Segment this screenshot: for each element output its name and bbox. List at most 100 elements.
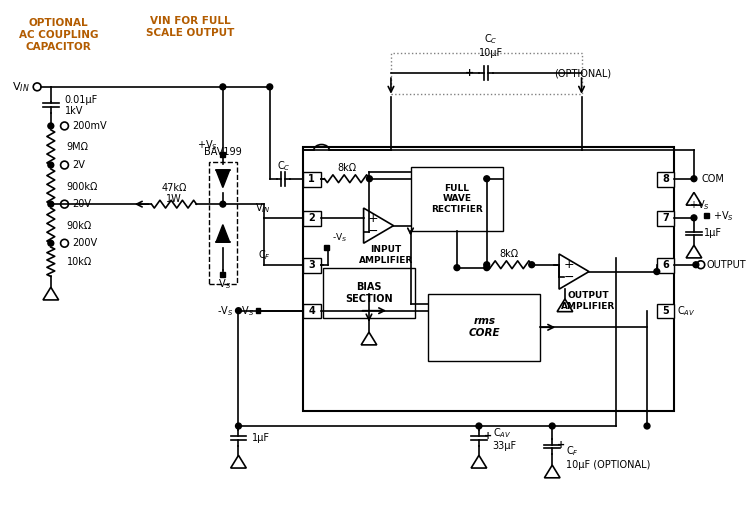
- Polygon shape: [544, 465, 560, 478]
- Text: -V$_S$: -V$_S$: [214, 277, 231, 291]
- Polygon shape: [559, 254, 589, 289]
- Text: C$_F$
10μF (OPTIONAL): C$_F$ 10μF (OPTIONAL): [566, 445, 650, 470]
- Text: 900kΩ: 900kΩ: [67, 182, 98, 192]
- Text: C$_C$
10μF: C$_C$ 10μF: [478, 32, 502, 57]
- Text: 0.01μF
1kV: 0.01μF 1kV: [64, 95, 98, 116]
- Text: C$_C$: C$_C$: [277, 159, 290, 173]
- Polygon shape: [686, 245, 702, 258]
- Circle shape: [48, 201, 54, 207]
- Text: -V$_S$: -V$_S$: [332, 231, 348, 244]
- Polygon shape: [364, 208, 394, 243]
- Bar: [220, 272, 225, 277]
- Text: 1μF: 1μF: [704, 229, 722, 238]
- Text: 6: 6: [662, 260, 669, 270]
- Text: COM: COM: [702, 174, 724, 184]
- Text: 1μF: 1μF: [252, 433, 270, 443]
- Text: +: +: [464, 68, 474, 78]
- Bar: [220, 152, 225, 157]
- Circle shape: [48, 162, 54, 168]
- Text: (OPTIONAL): (OPTIONAL): [554, 68, 611, 78]
- Bar: [391, 53, 581, 94]
- Bar: [410, 167, 503, 231]
- Circle shape: [484, 262, 490, 268]
- Bar: [303, 211, 320, 226]
- Bar: [324, 245, 329, 249]
- Circle shape: [236, 423, 242, 429]
- Text: 200V: 200V: [72, 238, 98, 248]
- Text: 90kΩ: 90kΩ: [67, 221, 92, 231]
- Text: 2V: 2V: [72, 160, 86, 170]
- Text: BAV199: BAV199: [204, 147, 242, 157]
- Text: VIN FOR FULL
SCALE OUTPUT: VIN FOR FULL SCALE OUTPUT: [146, 16, 235, 38]
- Polygon shape: [216, 225, 229, 242]
- Bar: [657, 172, 674, 187]
- Text: +: +: [557, 440, 566, 450]
- Text: 200mV: 200mV: [72, 121, 107, 131]
- Text: +V$_S$: +V$_S$: [689, 198, 710, 212]
- Text: −: −: [563, 271, 574, 284]
- Circle shape: [476, 423, 482, 429]
- Text: 7: 7: [662, 213, 669, 223]
- Text: C$_F$: C$_F$: [258, 248, 271, 262]
- Circle shape: [549, 423, 555, 429]
- Text: 2: 2: [308, 213, 315, 223]
- Bar: [303, 172, 320, 187]
- Circle shape: [367, 176, 373, 182]
- Circle shape: [220, 84, 226, 90]
- Text: 4: 4: [308, 306, 315, 316]
- Text: OUTPUT
AMPLIFIER: OUTPUT AMPLIFIER: [561, 291, 616, 311]
- Text: 3: 3: [308, 260, 315, 270]
- Text: +: +: [563, 258, 574, 271]
- Bar: [303, 148, 674, 411]
- Polygon shape: [471, 455, 487, 468]
- Circle shape: [484, 176, 490, 182]
- Circle shape: [693, 262, 699, 268]
- Bar: [256, 308, 260, 313]
- Text: C$_{AV}$
33μF: C$_{AV}$ 33μF: [493, 426, 517, 451]
- Text: -V$_S$: -V$_S$: [238, 304, 254, 317]
- Text: C$_{AV}$: C$_{AV}$: [677, 304, 696, 317]
- Polygon shape: [231, 455, 246, 468]
- Circle shape: [267, 84, 273, 90]
- Text: 1: 1: [308, 174, 315, 184]
- Text: FULL
WAVE
RECTIFIER: FULL WAVE RECTIFIER: [431, 184, 483, 213]
- Polygon shape: [362, 332, 376, 345]
- Polygon shape: [216, 170, 229, 188]
- Circle shape: [236, 308, 242, 314]
- Circle shape: [484, 265, 490, 271]
- Text: OPTIONAL
AC COUPLING
CAPACITOR: OPTIONAL AC COUPLING CAPACITOR: [19, 18, 98, 52]
- Polygon shape: [43, 287, 58, 300]
- Bar: [428, 294, 541, 360]
- Bar: [303, 258, 320, 273]
- Text: V$_{IN}$: V$_{IN}$: [12, 80, 29, 94]
- Text: rms
CORE: rms CORE: [469, 316, 500, 338]
- Text: 47kΩ
1W: 47kΩ 1W: [161, 183, 187, 204]
- Bar: [303, 304, 320, 318]
- Text: 8: 8: [662, 174, 669, 184]
- Text: 8kΩ: 8kΩ: [338, 163, 356, 173]
- Circle shape: [691, 176, 697, 182]
- Circle shape: [644, 423, 650, 429]
- Circle shape: [220, 201, 226, 207]
- Text: 20V: 20V: [72, 199, 92, 209]
- Circle shape: [691, 215, 697, 221]
- Text: INPUT
AMPLIFIER: INPUT AMPLIFIER: [359, 245, 413, 265]
- Text: +: +: [368, 212, 379, 225]
- Bar: [704, 213, 709, 219]
- Text: V$_{IN}$: V$_{IN}$: [255, 201, 271, 215]
- Text: -V$_S$: -V$_S$: [217, 304, 233, 317]
- Circle shape: [654, 269, 660, 274]
- Text: +V$_S$: +V$_S$: [713, 209, 734, 223]
- Circle shape: [454, 265, 460, 271]
- Polygon shape: [686, 193, 702, 205]
- Text: +: +: [484, 431, 492, 441]
- Text: BIAS
SECTION: BIAS SECTION: [345, 282, 393, 304]
- Text: +V$_S$: +V$_S$: [197, 138, 218, 153]
- Text: 10kΩ: 10kΩ: [67, 257, 92, 267]
- Polygon shape: [557, 299, 573, 312]
- Circle shape: [529, 262, 535, 268]
- Text: 8kΩ: 8kΩ: [500, 249, 519, 259]
- Circle shape: [48, 123, 54, 129]
- Bar: [209, 162, 236, 284]
- Text: 9MΩ: 9MΩ: [67, 142, 88, 153]
